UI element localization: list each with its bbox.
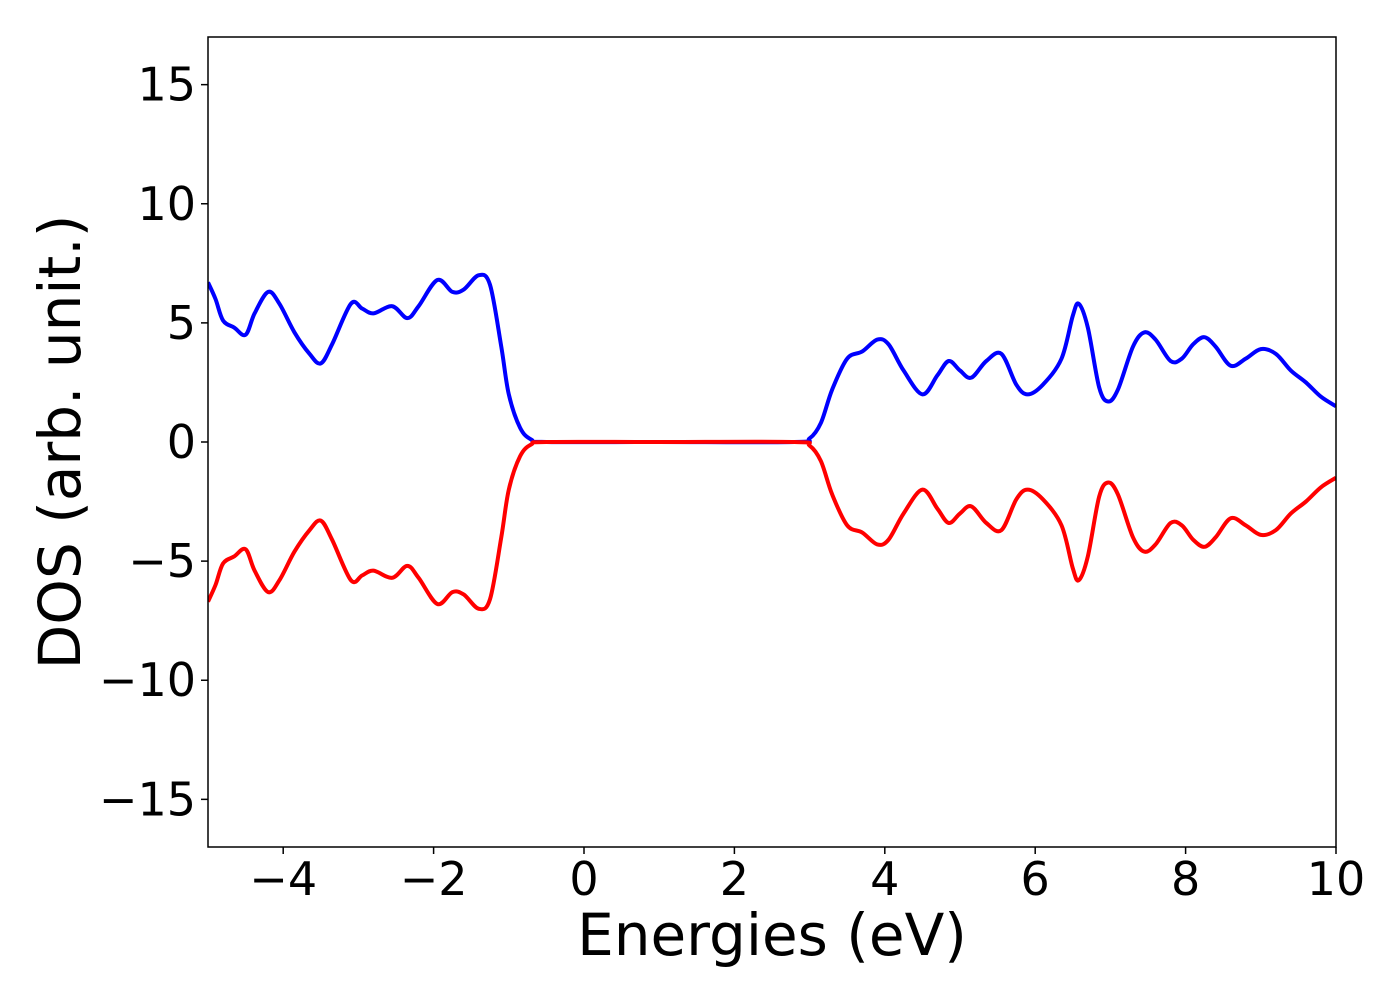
y-tick-label: −10	[99, 653, 196, 707]
y-tick-label: 15	[137, 58, 196, 112]
series-layer	[208, 272, 1336, 612]
y-tick-label: 0	[167, 415, 196, 469]
x-tick-label: 6	[1021, 852, 1050, 906]
y-axis: −15 −10 −5 0 5 10 15	[99, 58, 208, 826]
x-tick-label: 8	[1171, 852, 1200, 906]
y-tick-label: 5	[167, 296, 196, 350]
x-tick-label: 0	[569, 852, 598, 906]
y-tick-label: −5	[128, 534, 196, 588]
y-axis-title: DOS (arb. unit.)	[26, 215, 94, 670]
x-tick-label: −4	[249, 852, 317, 906]
x-tick-label: 4	[870, 852, 899, 906]
x-axis-title: Energies (eV)	[577, 901, 967, 969]
x-axis: −4 −2 0 2 4 6 8 10	[249, 847, 1365, 906]
x-tick-label: 2	[720, 852, 749, 906]
x-tick-label: 10	[1307, 852, 1366, 906]
y-tick-label: 10	[137, 177, 196, 231]
y-tick-label: −15	[99, 772, 196, 826]
series-line-positive	[208, 272, 1336, 445]
series-line-negative	[208, 439, 1336, 612]
x-tick-label: −2	[400, 852, 468, 906]
